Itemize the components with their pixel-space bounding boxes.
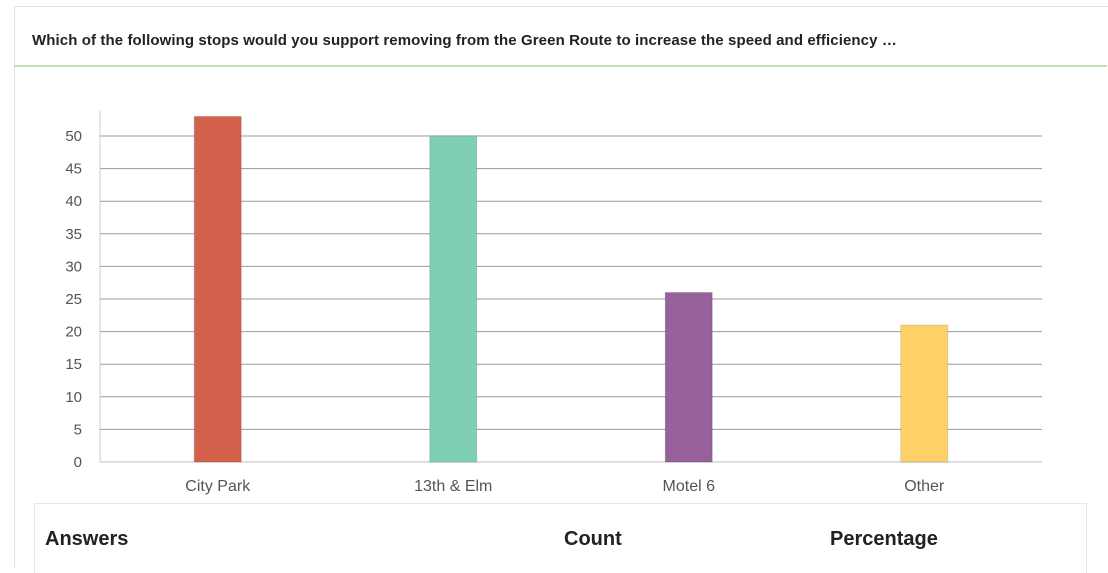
y-tick-label: 25 <box>65 291 82 308</box>
question-title: Which of the following stops would you s… <box>32 32 897 49</box>
answers-column-header: Answers <box>45 528 129 550</box>
results-table-header: Answers Count Percentage <box>34 503 1087 573</box>
y-tick-label: 5 <box>74 421 82 438</box>
y-tick-label: 40 <box>65 193 82 210</box>
x-tick-label: Other <box>904 478 945 495</box>
chart-bars <box>193 115 949 463</box>
y-tick-label: 50 <box>65 128 82 145</box>
question-header: Which of the following stops would you s… <box>14 6 1107 67</box>
bar-chart: 0 5 10 15 20 25 30 35 40 45 50 City Park 13th & Elm… <box>65 110 1042 495</box>
y-axis-tick-labels: 0 5 10 15 20 25 30 35 40 45 50 <box>65 128 82 471</box>
chart-gridlines <box>99 110 1042 463</box>
x-tick-label: City Park <box>185 478 251 495</box>
percentage-column-header: Percentage <box>830 528 938 550</box>
y-tick-label: 10 <box>65 389 82 406</box>
x-tick-label: Motel 6 <box>663 478 716 495</box>
y-tick-label: 15 <box>65 356 82 373</box>
bar-motel-6[interactable] <box>664 291 713 463</box>
y-tick-label: 0 <box>74 454 82 471</box>
bar-city-park[interactable] <box>193 115 242 463</box>
y-tick-label: 30 <box>65 258 82 275</box>
y-tick-label: 35 <box>65 226 82 243</box>
x-tick-label: 13th & Elm <box>414 478 492 495</box>
bar-other[interactable] <box>900 324 949 463</box>
y-tick-label: 45 <box>65 161 82 178</box>
y-tick-label: 20 <box>65 324 82 341</box>
count-column-header: Count <box>564 528 622 550</box>
x-axis-tick-labels: City Park 13th & Elm Motel 6 Other <box>185 478 945 495</box>
bar-13th-elm[interactable] <box>429 135 478 463</box>
